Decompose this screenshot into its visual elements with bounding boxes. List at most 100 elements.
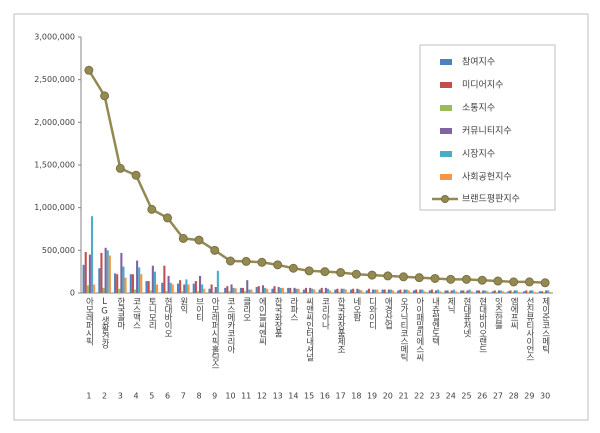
bar [374, 289, 377, 293]
bar [147, 281, 150, 293]
bar [428, 290, 431, 293]
bar [376, 289, 379, 293]
bar [372, 289, 375, 293]
bar [470, 291, 473, 293]
bar [399, 289, 402, 293]
line-marker [383, 271, 393, 281]
bar [293, 287, 296, 293]
x-tick-label: 제이준코스메틱 [540, 297, 550, 354]
rank-label: 19 [367, 392, 377, 401]
bar [88, 254, 91, 293]
bar [118, 288, 121, 293]
bar [464, 292, 467, 293]
bar [543, 292, 546, 293]
bar [149, 290, 152, 293]
bar [155, 284, 159, 293]
line-marker [273, 260, 283, 270]
bar [161, 282, 164, 293]
bar [114, 273, 117, 293]
bar [401, 292, 404, 293]
bar [259, 292, 262, 293]
bar [228, 291, 231, 293]
bar [405, 289, 408, 293]
x-tick-label: LG생활건강 [100, 297, 110, 348]
bar [354, 292, 357, 293]
x-tick-label: 라파스 [288, 297, 298, 321]
bar [381, 289, 384, 293]
bar [540, 291, 544, 293]
bar [403, 289, 406, 293]
bar [167, 275, 170, 293]
bar [196, 291, 199, 293]
line-marker [336, 268, 346, 278]
bar [446, 290, 449, 293]
bar [281, 287, 284, 293]
rank-label: 6 [165, 392, 170, 401]
bar [340, 288, 343, 293]
bar [129, 274, 132, 293]
bar [511, 292, 514, 293]
x-tick-label: 한국화장품제조 [336, 297, 346, 353]
bar [106, 250, 109, 293]
bar [407, 290, 410, 293]
legend-box [419, 44, 556, 211]
bar [104, 247, 107, 293]
bar [466, 290, 469, 293]
bar [230, 284, 233, 293]
bar [460, 290, 463, 293]
bar [302, 289, 305, 293]
rank-label: 18 [351, 392, 361, 401]
y-tick-label: 0 [70, 289, 75, 298]
x-tick-label: 클리오 [241, 297, 251, 321]
bar [86, 285, 89, 293]
x-tick-label: 내츄럴엔도텍 [430, 297, 440, 346]
rank-label: 25 [461, 392, 471, 401]
bar [203, 288, 206, 293]
bar [185, 279, 188, 293]
bar [452, 289, 455, 293]
bar [450, 290, 453, 293]
bar [397, 290, 400, 293]
line-marker [194, 235, 204, 245]
legend-swatch [440, 174, 452, 180]
bar [212, 292, 215, 293]
line-marker [304, 266, 314, 276]
bar [385, 292, 388, 293]
bar [264, 287, 267, 293]
bar [183, 284, 186, 293]
bar [475, 290, 479, 293]
bar [90, 216, 94, 293]
y-tick-label: 1,000,000 [34, 203, 75, 212]
bar [415, 289, 418, 293]
line-marker [84, 65, 94, 75]
bar [291, 292, 294, 293]
rank-label: 5 [149, 392, 154, 401]
x-tick-label: 아모레퍼시픽홀딩스 [210, 296, 220, 369]
rank-label: 12 [257, 392, 267, 401]
line-marker [446, 274, 456, 284]
x-tick-label: 토니모리 [147, 297, 157, 330]
x-tick-label: 브이티 [194, 297, 204, 322]
line-marker [225, 256, 235, 266]
legend-label: 브랜드평판지수 [462, 194, 520, 205]
bar [273, 286, 276, 293]
rank-label: 1 [86, 392, 91, 401]
bar [287, 287, 290, 293]
bar [329, 290, 332, 293]
bar [437, 289, 440, 293]
bar [324, 287, 327, 293]
line-marker [367, 270, 377, 280]
bar [439, 291, 442, 293]
bar [500, 290, 503, 293]
bar [239, 287, 243, 293]
x-tick-label: 코스메카코리아 [225, 297, 235, 354]
line-marker [257, 257, 267, 267]
bar [421, 289, 424, 293]
rank-label: 2 [102, 392, 107, 401]
bar [181, 291, 184, 293]
bar [318, 289, 321, 293]
bar [326, 288, 330, 293]
rank-label: 7 [181, 392, 186, 401]
bar [497, 290, 501, 293]
